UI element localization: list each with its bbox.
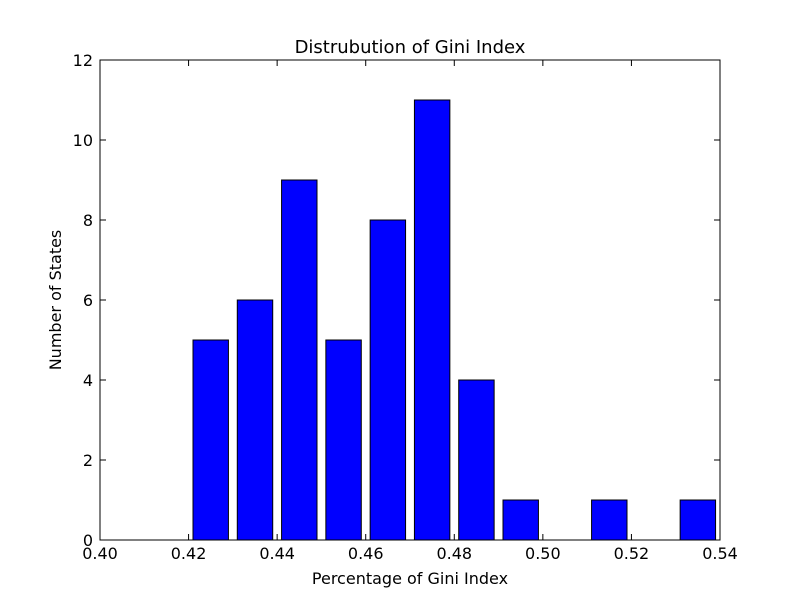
x-tick-label-1: 0.42 [171,544,207,563]
histogram-bar-7 [502,499,539,541]
y-tick-label-5: 10 [73,131,93,150]
histogram-bar-4 [369,219,407,541]
x-tick-label-7: 0.54 [702,544,738,563]
x-tick-label-2: 0.44 [259,544,295,563]
y-axis-label: Number of States [46,230,65,371]
bars-group [192,99,717,541]
x-tick-label-5: 0.50 [525,544,561,563]
x-axis-label: Percentage of Gini Index [312,569,508,588]
chart-title: Distrubution of Gini Index [295,37,526,58]
histogram-bar-11 [679,499,717,541]
y-tick-label-0: 0 [83,531,93,550]
y-tick-label-1: 2 [83,451,93,470]
histogram-bar-9 [591,499,628,541]
plot-area-frame [99,59,721,541]
y-tick-label-6: 12 [73,51,93,70]
y-tick-label-3: 6 [83,291,93,310]
histogram-bar-1 [236,299,274,541]
y-tick-label-2: 4 [83,371,93,390]
histogram-bar-3 [325,339,362,541]
histogram-bar-2 [281,179,318,541]
x-tick-label-0: 0.40 [82,544,118,563]
x-tick-label-3: 0.46 [348,544,384,563]
histogram-bar-6 [458,379,495,541]
y-tick-label-4: 8 [83,211,93,230]
ticks-group: 0.40 0.42 0.44 0.46 0.48 0.50 0.52 0.54 0 2 4 6 8 10 1… [73,51,738,563]
x-tick-label-6: 0.52 [614,544,650,563]
histogram-bar-5 [413,99,451,541]
histogram-bar-0 [192,339,229,541]
x-tick-label-4: 0.48 [436,544,472,563]
